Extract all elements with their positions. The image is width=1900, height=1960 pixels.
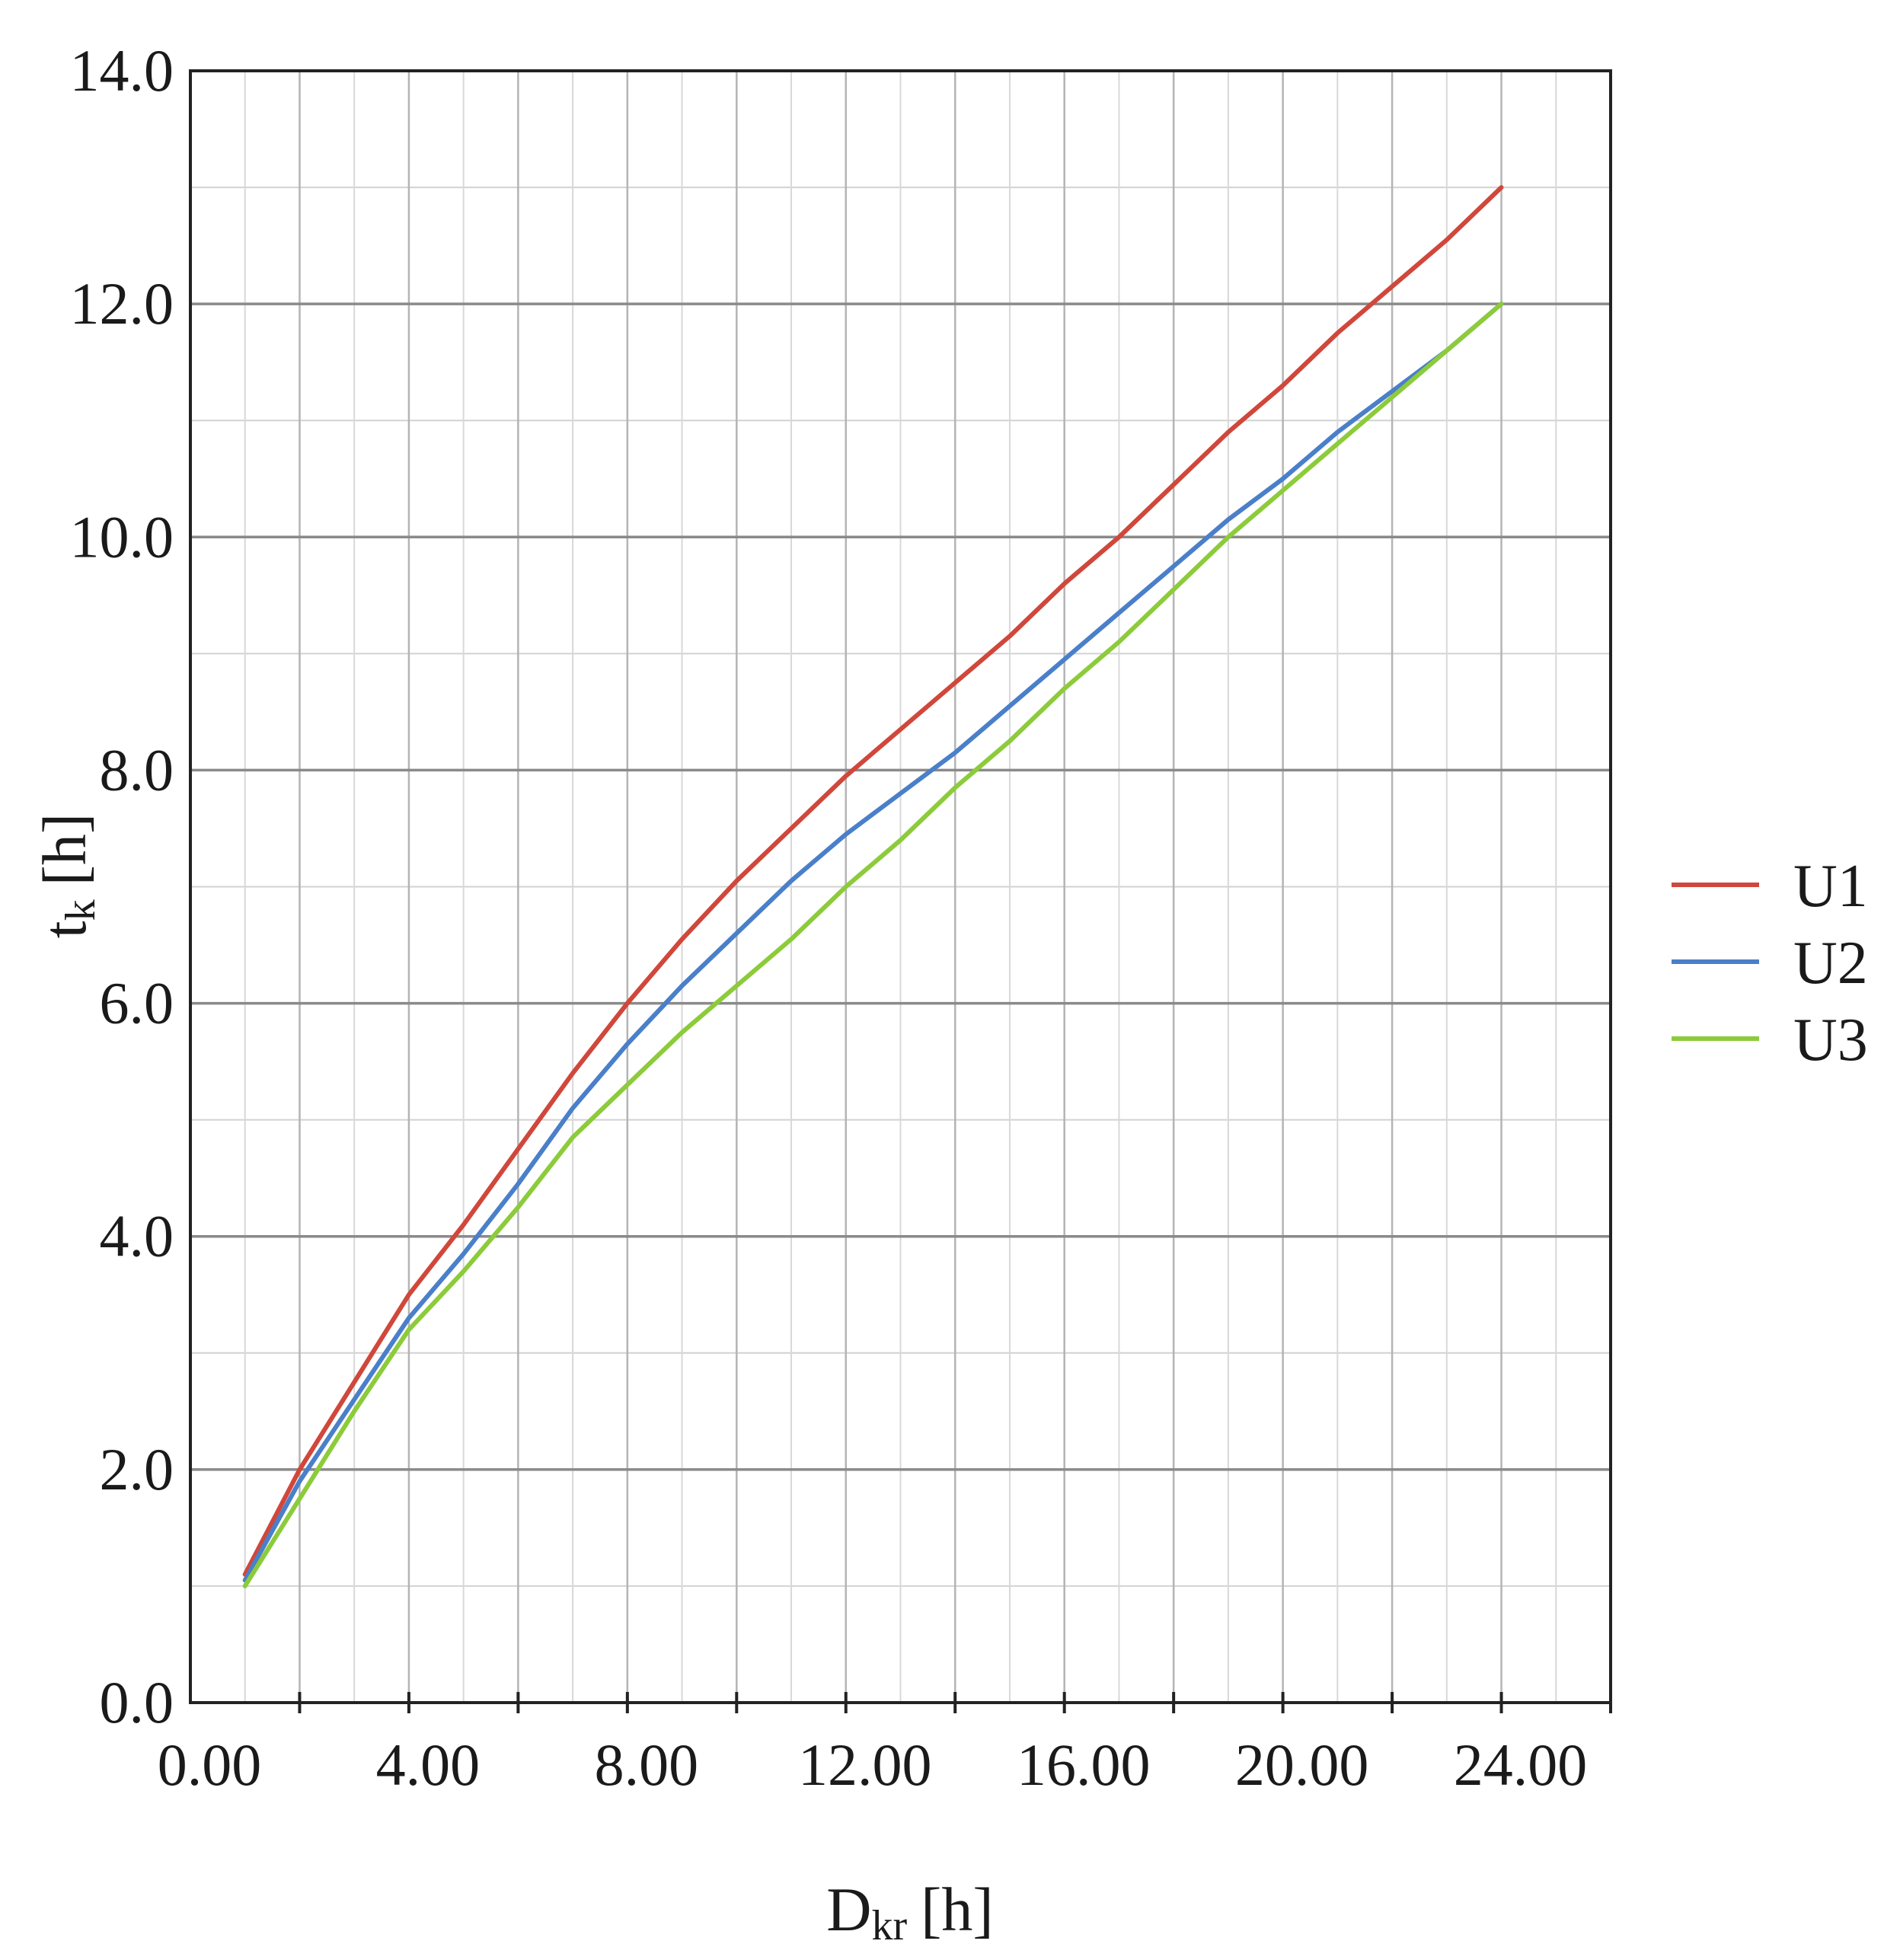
x-tick-labels: 0.00 4.00 8.00 12.00 16.00 20.00 24.00 xyxy=(158,1732,1588,1798)
x-axis-title-sub: kr xyxy=(871,1902,907,1949)
y-tick-label: 0.0 xyxy=(100,1669,174,1735)
y-tick-label: 4.0 xyxy=(100,1203,174,1269)
x-tick-label: 16.00 xyxy=(1017,1732,1151,1798)
legend-label-u2: U2 xyxy=(1793,930,1868,997)
x-tick-label: 4.00 xyxy=(376,1732,481,1798)
y-axis-title-sub: k xyxy=(57,899,104,921)
series-line-u3 xyxy=(242,302,1504,1588)
x-tick-label: 0.00 xyxy=(158,1732,262,1798)
y-tick-label: 10.0 xyxy=(70,503,174,570)
x-tick-label: 20.00 xyxy=(1235,1732,1369,1798)
x-tick-label: 12.00 xyxy=(798,1732,932,1798)
y-tick-label: 12.0 xyxy=(70,270,174,337)
y-tick-label: 6.0 xyxy=(100,970,174,1036)
plot-frame xyxy=(189,69,1612,1704)
series-line-u2 xyxy=(242,302,1504,1583)
y-tick-label: 14.0 xyxy=(70,37,174,104)
x-axis-title-unit: [h] xyxy=(921,1875,994,1944)
y-axis-title-main: t xyxy=(30,921,99,938)
series-layer xyxy=(242,185,1504,1588)
y-axis-title: tk [h] xyxy=(30,813,104,938)
grid-minor xyxy=(190,71,1611,1703)
y-tick-labels: 0.0 2.0 4.0 6.0 8.0 10.0 12.0 14.0 xyxy=(70,37,174,1735)
y-axis-title-unit: [h] xyxy=(30,813,99,886)
x-tick-label: 24.00 xyxy=(1454,1732,1588,1798)
legend-label-u3: U3 xyxy=(1793,1007,1868,1074)
legend: U1 U2 U3 xyxy=(1672,853,1868,1074)
axes-layer xyxy=(189,69,1612,1713)
legend-label-u1: U1 xyxy=(1793,853,1868,920)
x-axis-title-main: D xyxy=(826,1875,871,1944)
y-tick-label: 8.0 xyxy=(100,736,174,803)
series-line-u1 xyxy=(242,185,1504,1577)
x-axis-title: Dkr [h] xyxy=(826,1875,994,1949)
y-tick-label: 2.0 xyxy=(100,1436,174,1502)
x-tick-label: 8.00 xyxy=(595,1732,699,1798)
